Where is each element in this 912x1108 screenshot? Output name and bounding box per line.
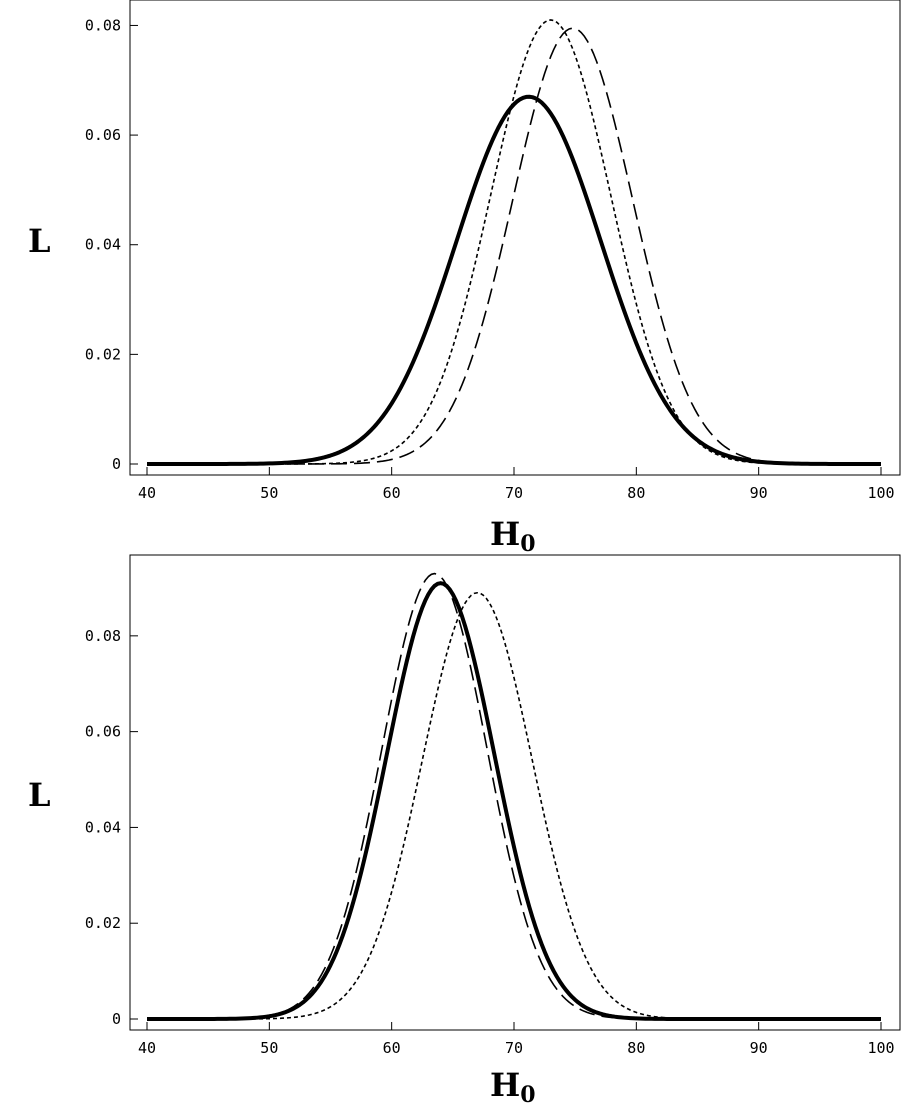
x-tick-label: 60	[383, 1039, 401, 1057]
bottom-plot-frame	[129, 554, 901, 1031]
x-tick-label: 40	[138, 484, 156, 502]
top-likelihood-chart: 00.020.040.060.08 40 50 60 70 80 90 100 L H0	[28, 0, 901, 557]
top-y-ticks: 0 0.02 0.04 0.06 0.08	[85, 16, 138, 473]
bottom-y-axis-label: L	[28, 776, 51, 814]
x-tick-label: 50	[260, 484, 278, 502]
x-tick-label: 90	[750, 484, 768, 502]
y-tick-label: 0.06	[85, 723, 121, 741]
top-series-group	[147, 19, 881, 466]
x-tick-label: 50	[260, 1039, 278, 1057]
x-tick-label: 100	[867, 484, 894, 502]
bottom-likelihood-chart: 00.020.040.060.08 40 50 60 70 80 90 100 L H0	[28, 554, 901, 1108]
top-x-axis-label-subscript: 0	[520, 531, 535, 557]
x-tick-label: 40	[138, 1039, 156, 1057]
y-tick-label: 0.02	[85, 345, 121, 363]
x-tick-label: 70	[505, 1039, 523, 1057]
solid-series-line	[147, 94, 881, 466]
top-y-axis-label: L	[28, 222, 51, 260]
top-x-axis-label-main: H	[490, 515, 520, 553]
dashed-series-line	[147, 27, 881, 465]
x-tick-label: 100	[867, 1039, 894, 1057]
top-x-axis-label: H0	[490, 515, 536, 557]
x-tick-label: 80	[627, 484, 645, 502]
y-tick-label: 0.08	[85, 16, 121, 34]
y-tick-label: 0.04	[85, 236, 121, 254]
bottom-y-ticks: 0 0.02 0.04 0.06 0.08	[85, 627, 138, 1028]
y-tick-label: 0.06	[85, 126, 121, 144]
x-tick-label: 90	[750, 1039, 768, 1057]
bottom-x-ticks: 40 50 60 70 80 90 100	[138, 1022, 895, 1057]
dotted-series-line	[147, 19, 881, 465]
dashed-series-line	[147, 572, 881, 1020]
y-tick-label: 0	[112, 1010, 121, 1028]
x-tick-label: 80	[627, 1039, 645, 1057]
y-tick-label: 0.04	[85, 818, 121, 836]
top-plot-frame	[129, 0, 901, 476]
x-tick-label: 70	[505, 484, 523, 502]
bottom-x-axis-label-main: H	[490, 1066, 520, 1104]
y-tick-label: 0.02	[85, 914, 121, 932]
y-tick-label: 0.08	[85, 627, 121, 645]
bottom-x-axis-label: H0	[490, 1066, 536, 1108]
solid-series-line	[147, 581, 881, 1021]
x-tick-label: 60	[383, 484, 401, 502]
dotted-series-line	[147, 591, 881, 1020]
y-tick-label: 0	[112, 455, 121, 473]
bottom-series-group	[147, 572, 881, 1021]
bottom-x-axis-label-subscript: 0	[520, 1082, 535, 1108]
top-x-ticks: 40 50 60 70 80 90 100	[138, 467, 895, 502]
